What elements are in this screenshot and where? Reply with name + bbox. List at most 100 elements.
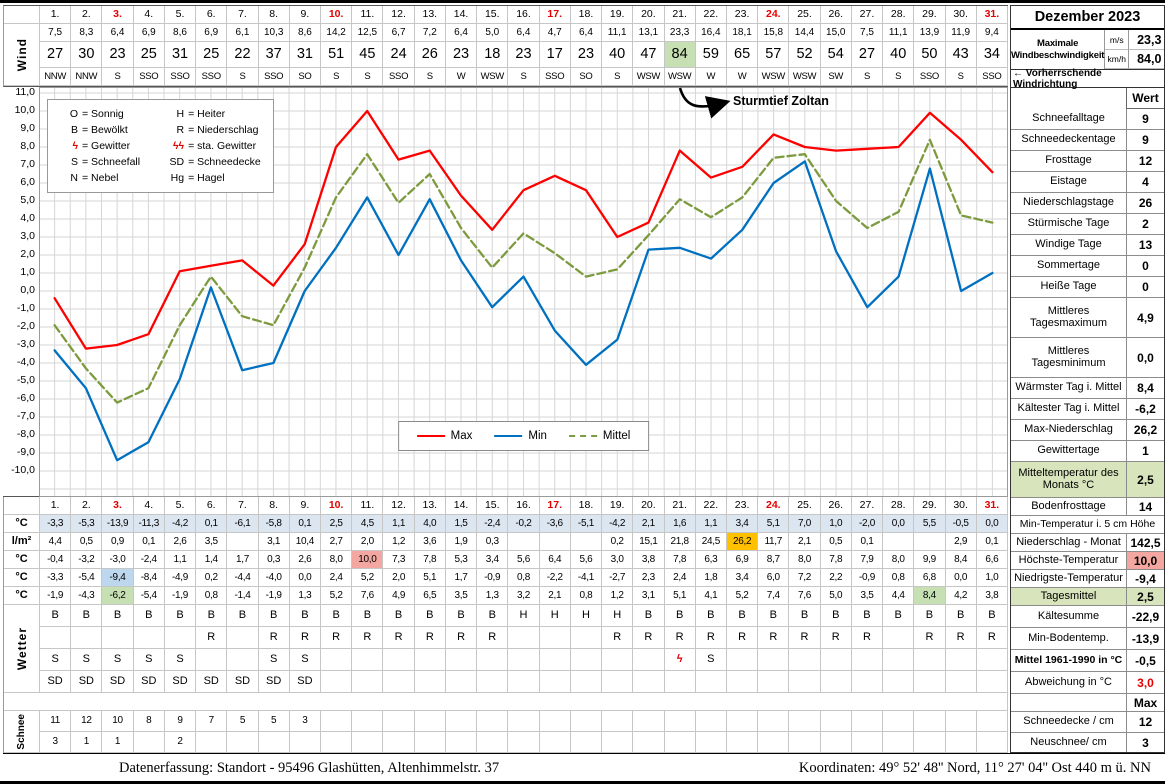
summary-value: 0 xyxy=(1126,256,1164,276)
wind-speed-kmh-cell: 23 xyxy=(445,42,478,68)
min-temp-cell: -0,9 xyxy=(851,569,884,587)
summary-row: Mittel 1961-1990 in °C -0,5 xyxy=(1011,650,1164,672)
data-and-chart-column: 1. 2. 3. 4. 5. 6. 7. 8. 9. 10. 11. 12. 13. 14. 15. 16. 1… xyxy=(3,5,1008,753)
chart-plot-area: O = Sonnig H = Heiter B = Bewölkt R = Niedersch… xyxy=(39,87,1008,497)
y-axis-label: -10,0 xyxy=(11,464,35,476)
day-header: 15. xyxy=(477,497,509,515)
snow-cell xyxy=(726,732,759,753)
wind-direction-cell: S xyxy=(321,68,353,86)
summary-value: -0,5 xyxy=(1126,650,1164,671)
weather-code-cell xyxy=(539,627,571,649)
wind-speed-kmh-cell: 43 xyxy=(945,42,977,68)
precipitation-cell: 3,6 xyxy=(414,533,446,551)
daily-mean-cell: 3,5 xyxy=(851,587,884,605)
min-temp-cell: 2,3 xyxy=(633,569,665,587)
precipitation-cell: 24,5 xyxy=(695,533,727,551)
day-header: 7. xyxy=(227,6,259,24)
precipitation-cell xyxy=(227,533,259,551)
day-header: 30. xyxy=(945,497,977,515)
weather-code-cell: B xyxy=(445,605,478,627)
precipitation-cell: 0,9 xyxy=(102,533,134,551)
weather-code-cell xyxy=(570,671,603,693)
weather-code-cell xyxy=(227,649,259,671)
wind-speed-ms-cell: 7,5 xyxy=(851,24,884,42)
wind-direction-cell: W xyxy=(726,68,759,86)
summary-label: Bodenfrosttage xyxy=(1031,499,1106,512)
summary-label: Mittleres Tagesmaximum xyxy=(1029,304,1108,329)
daily-mean-cell: 7,6 xyxy=(789,587,821,605)
wind-direction-cell: W xyxy=(695,68,727,86)
day-header: 11. xyxy=(352,497,384,515)
wind-direction-cell: WSW xyxy=(789,68,821,86)
weather-code-cell: B xyxy=(414,605,446,627)
snow-cell xyxy=(539,732,571,753)
weather-code-cell: R xyxy=(414,627,446,649)
y-axis-label: -5,0 xyxy=(16,374,35,386)
summary-row: Schneefalltage 9 xyxy=(1011,109,1164,130)
snow-cell: 1 xyxy=(102,732,134,753)
snow-cell: 5 xyxy=(258,711,290,732)
day-row-corner xyxy=(4,497,40,515)
wind-speed-ms-cell: 8,6 xyxy=(164,24,197,42)
daily-mean-cell: 0,8 xyxy=(570,587,603,605)
weather-code-cell xyxy=(196,649,228,671)
wind-speed-ms-cell: 14,2 xyxy=(321,24,353,42)
day-row-corner xyxy=(4,6,40,24)
weather-code-cell: R xyxy=(664,627,696,649)
max-temp-cell: 6,9 xyxy=(726,551,759,569)
day-header: 20. xyxy=(633,6,665,24)
day-header: 16. xyxy=(508,6,540,24)
daily-mean-cell: 5,2 xyxy=(321,587,353,605)
summary-row: Gewittertage 1 xyxy=(1011,441,1164,462)
wind-speed-kmh-cell: 18 xyxy=(477,42,509,68)
weather-code-cell: B xyxy=(883,605,915,627)
summary-label: Gewittertage xyxy=(1037,444,1100,457)
min-temp-5cm-cell: 2,1 xyxy=(633,515,665,533)
snow-cell xyxy=(633,732,665,753)
wind-speed-kmh-cell: 23 xyxy=(102,42,134,68)
summary-value: 14 xyxy=(1126,498,1164,515)
y-axis-label: 3,0 xyxy=(20,230,35,242)
weather-code-cell xyxy=(945,671,977,693)
wind-direction-cell: NNW xyxy=(71,68,103,86)
wind-direction-cell: SSO xyxy=(196,68,228,86)
min-temp-cell: 2,4 xyxy=(664,569,696,587)
weather-code-cell: SD xyxy=(40,671,72,693)
day-header: 3. xyxy=(102,6,134,24)
wind-speed-ms-cell: 4,7 xyxy=(539,24,571,42)
summary-row: Mittleres Tagesminimum 0,0 xyxy=(1011,338,1164,378)
max-temp-cell: -0,4 xyxy=(40,551,72,569)
wind-speed-ms-cell: 13,1 xyxy=(633,24,665,42)
wind-speed-ms-cell: 7,5 xyxy=(40,24,72,42)
summary-value: 2 xyxy=(1126,214,1164,234)
min-temp-cell: 5,1 xyxy=(414,569,446,587)
weather-code-cell xyxy=(477,671,509,693)
weather-code-cell: B xyxy=(851,605,884,627)
snow-cell xyxy=(883,711,915,732)
summary-label: Mittel 1961-1990 in °C xyxy=(1014,653,1123,666)
weather-code-cell: B xyxy=(40,605,72,627)
y-axis-label: 0,0 xyxy=(20,284,35,296)
weather-code-cell xyxy=(789,649,821,671)
wind-speed-ms-cell: 6,4 xyxy=(102,24,134,42)
wind-direction-cell: SSO xyxy=(383,68,415,86)
summary-label: Schneefalltage xyxy=(1032,112,1105,125)
weather-code-cell: S xyxy=(71,649,103,671)
wind-speed-kmh-cell: 30 xyxy=(71,42,103,68)
snow-cell xyxy=(726,711,759,732)
weather-code-cell: ϟ xyxy=(664,649,696,671)
min-temp-5cm-cell: 0,0 xyxy=(883,515,915,533)
day-header: 29. xyxy=(914,6,946,24)
summary-row: Max-Niederschlag 26,2 xyxy=(1011,420,1164,441)
weather-code-cell xyxy=(570,649,603,671)
weather-code-cell: S xyxy=(164,649,197,671)
snow-cell: 8 xyxy=(133,711,165,732)
snow-cell xyxy=(321,732,353,753)
weather-code-cell xyxy=(414,671,446,693)
day-header: 24. xyxy=(758,6,790,24)
summary-label: Niederschlagstage xyxy=(1022,196,1115,209)
wind-speed-kmh-cell: 40 xyxy=(602,42,634,68)
weather-code-cell: B xyxy=(383,605,415,627)
snow-cell xyxy=(602,711,634,732)
